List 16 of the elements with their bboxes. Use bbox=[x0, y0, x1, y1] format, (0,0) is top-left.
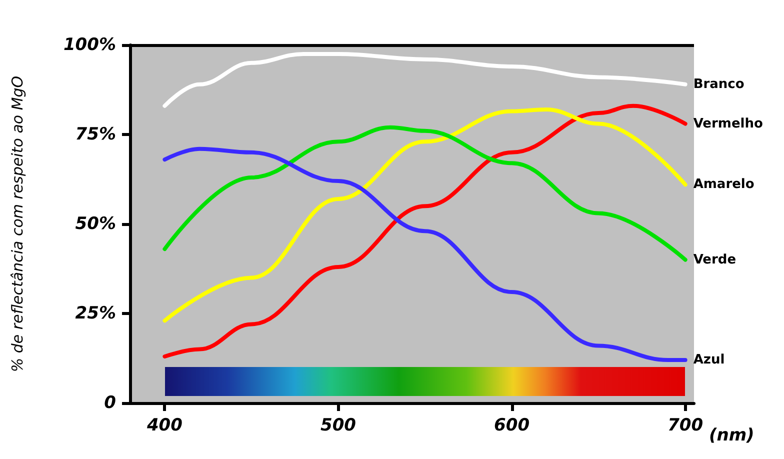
y-tick-label: 50% bbox=[75, 214, 116, 234]
x-tick-label: 500 bbox=[320, 416, 356, 436]
y-tick-label: 0 bbox=[104, 393, 116, 413]
x-tick-label: 700 bbox=[668, 416, 704, 436]
y-tick-label: 75% bbox=[75, 124, 116, 144]
x-tick-label: 600 bbox=[494, 416, 530, 436]
series-label: Branco bbox=[693, 76, 744, 92]
x-axis-title: (nm) bbox=[708, 426, 754, 446]
series-label: Azul bbox=[693, 352, 725, 368]
y-axis-title: % de reflectância com respeito ao MgO bbox=[8, 76, 26, 372]
series-label: Verde bbox=[693, 252, 736, 268]
series-label: Amarelo bbox=[693, 177, 754, 192]
y-tick-label: 25% bbox=[75, 304, 116, 324]
series-label: Vermelho bbox=[693, 116, 763, 132]
x-tick-label: 400 bbox=[146, 416, 183, 436]
y-tick-label: 100% bbox=[63, 35, 116, 55]
